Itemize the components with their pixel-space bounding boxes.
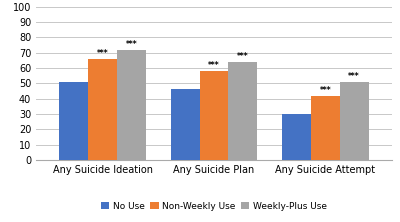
Text: ***: *** — [320, 86, 331, 95]
Bar — [282, 114, 311, 160]
Bar — [200, 71, 228, 160]
Text: ***: *** — [126, 40, 138, 49]
Bar — [88, 59, 117, 160]
Text: ***: *** — [348, 72, 360, 81]
Bar — [340, 82, 369, 160]
Text: ***: *** — [208, 61, 220, 70]
Legend: No Use, Non-Weekly Use, Weekly-Plus Use: No Use, Non-Weekly Use, Weekly-Plus Use — [98, 198, 330, 214]
Bar — [311, 95, 340, 160]
Bar — [117, 50, 146, 160]
Bar — [228, 62, 257, 160]
Text: ***: *** — [237, 52, 249, 61]
Bar — [171, 89, 200, 160]
Bar — [59, 82, 88, 160]
Text: ***: *** — [97, 49, 108, 58]
